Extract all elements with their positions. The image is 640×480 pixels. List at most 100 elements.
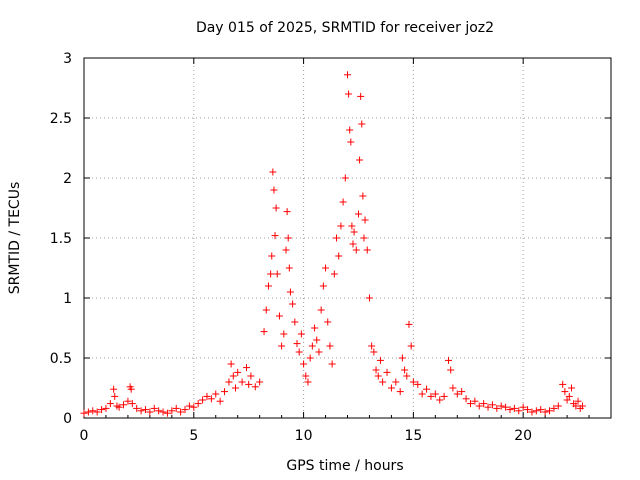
data-point [414, 380, 422, 388]
data-point [449, 384, 457, 392]
data-point [247, 372, 255, 380]
data-point [528, 408, 536, 416]
data-point [356, 156, 364, 164]
data-point [346, 126, 354, 134]
y-tick-label: 1.5 [50, 231, 72, 247]
data-point [293, 340, 301, 348]
data-point [559, 380, 567, 388]
data-point [284, 234, 292, 242]
data-point [361, 216, 369, 224]
data-point [177, 408, 185, 416]
data-point [398, 354, 406, 362]
data-point [418, 390, 426, 398]
x-tick-label: 20 [514, 428, 532, 444]
data-point [383, 368, 391, 376]
data-point [550, 404, 558, 412]
data-point [273, 270, 281, 278]
data-point [319, 282, 327, 290]
data-point [137, 407, 145, 415]
data-point [110, 385, 118, 393]
data-point [484, 403, 492, 411]
data-point [387, 384, 395, 392]
data-point [563, 396, 571, 404]
data-point [337, 222, 345, 230]
data-point [515, 407, 523, 415]
data-point [264, 282, 272, 290]
axis-ticks: 0 5 10 15 20 0 0.5 1 1.5 2 2.5 3 [50, 51, 612, 444]
data-point [546, 407, 554, 415]
y-tick-label: 0 [63, 411, 72, 427]
data-point [150, 404, 158, 412]
y-tick-label: 2.5 [50, 111, 72, 127]
data-point [306, 354, 314, 362]
data-point [532, 407, 540, 415]
data-point [80, 409, 88, 417]
data-point [363, 246, 371, 254]
data-point [409, 378, 417, 386]
data-point [328, 360, 336, 368]
data-point [359, 192, 367, 200]
data-point [423, 385, 431, 393]
data-point [127, 385, 135, 393]
data-point [115, 403, 123, 411]
grid-lines [84, 58, 611, 418]
data-point [350, 228, 358, 236]
data-point [289, 300, 297, 308]
data-point [155, 407, 163, 415]
data-point [280, 330, 288, 338]
data-point [347, 138, 355, 146]
data-point [348, 222, 356, 230]
data-point [304, 378, 312, 386]
data-point [89, 407, 97, 415]
data-point [98, 406, 106, 414]
x-tick-label: 15 [404, 428, 422, 444]
data-point [322, 264, 330, 272]
data-point [270, 186, 278, 194]
data-point [238, 378, 246, 386]
data-point [260, 328, 268, 336]
x-tick-label: 10 [295, 428, 313, 444]
data-point [502, 403, 510, 411]
data-point [146, 408, 154, 416]
data-point [102, 404, 110, 412]
data-point [466, 400, 474, 408]
data-point [199, 396, 207, 404]
data-point [283, 208, 291, 216]
data-point [291, 318, 299, 326]
data-point [221, 388, 229, 396]
data-point [407, 342, 415, 350]
data-point [360, 234, 368, 242]
data-point [379, 378, 387, 386]
data-point [341, 174, 349, 182]
y-tick-label: 0.5 [50, 351, 72, 367]
data-point [168, 407, 176, 415]
data-point [471, 397, 479, 405]
data-point [275, 312, 283, 320]
data-point [561, 388, 569, 396]
data-point [537, 406, 545, 414]
chart-title: Day 015 of 2025, SRMTID for receiver joz… [196, 20, 494, 36]
data-point [431, 390, 439, 398]
data-point [120, 401, 128, 409]
data-point [335, 252, 343, 260]
data-point [436, 396, 444, 404]
data-point [524, 406, 532, 414]
data-point [300, 360, 308, 368]
data-point [317, 306, 325, 314]
data-point [574, 397, 582, 405]
data-point [578, 402, 586, 410]
data-point [330, 270, 338, 278]
data-point [462, 395, 470, 403]
data-point [447, 366, 455, 374]
data-point [262, 306, 270, 314]
data-point [475, 402, 483, 410]
data-point [493, 404, 501, 412]
data-point [267, 270, 275, 278]
data-point [268, 252, 276, 260]
data-point [572, 402, 580, 410]
data-point [84, 408, 92, 416]
data-point [565, 392, 573, 400]
data-point [256, 378, 264, 386]
data-point [229, 372, 237, 380]
data-point [212, 390, 220, 398]
